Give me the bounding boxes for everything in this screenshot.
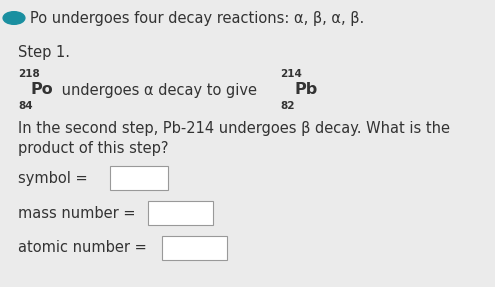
Text: Step 1.: Step 1. xyxy=(18,44,70,59)
Text: Po undergoes four decay reactions: α, β, α, β.: Po undergoes four decay reactions: α, β,… xyxy=(30,11,364,26)
Text: atomic number =: atomic number = xyxy=(18,241,147,255)
Text: 214: 214 xyxy=(280,69,302,79)
Text: Pb: Pb xyxy=(295,82,318,98)
Text: mass number =: mass number = xyxy=(18,205,136,220)
Text: In the second step, Pb-214 undergoes β decay. What is the: In the second step, Pb-214 undergoes β d… xyxy=(18,121,450,135)
Text: Po: Po xyxy=(31,82,54,98)
Text: 84: 84 xyxy=(18,101,33,111)
Text: product of this step?: product of this step? xyxy=(18,141,168,156)
Text: symbol =: symbol = xyxy=(18,170,88,185)
Text: undergoes α decay to give: undergoes α decay to give xyxy=(57,82,262,98)
Text: 218: 218 xyxy=(18,69,40,79)
Text: 82: 82 xyxy=(280,101,295,111)
